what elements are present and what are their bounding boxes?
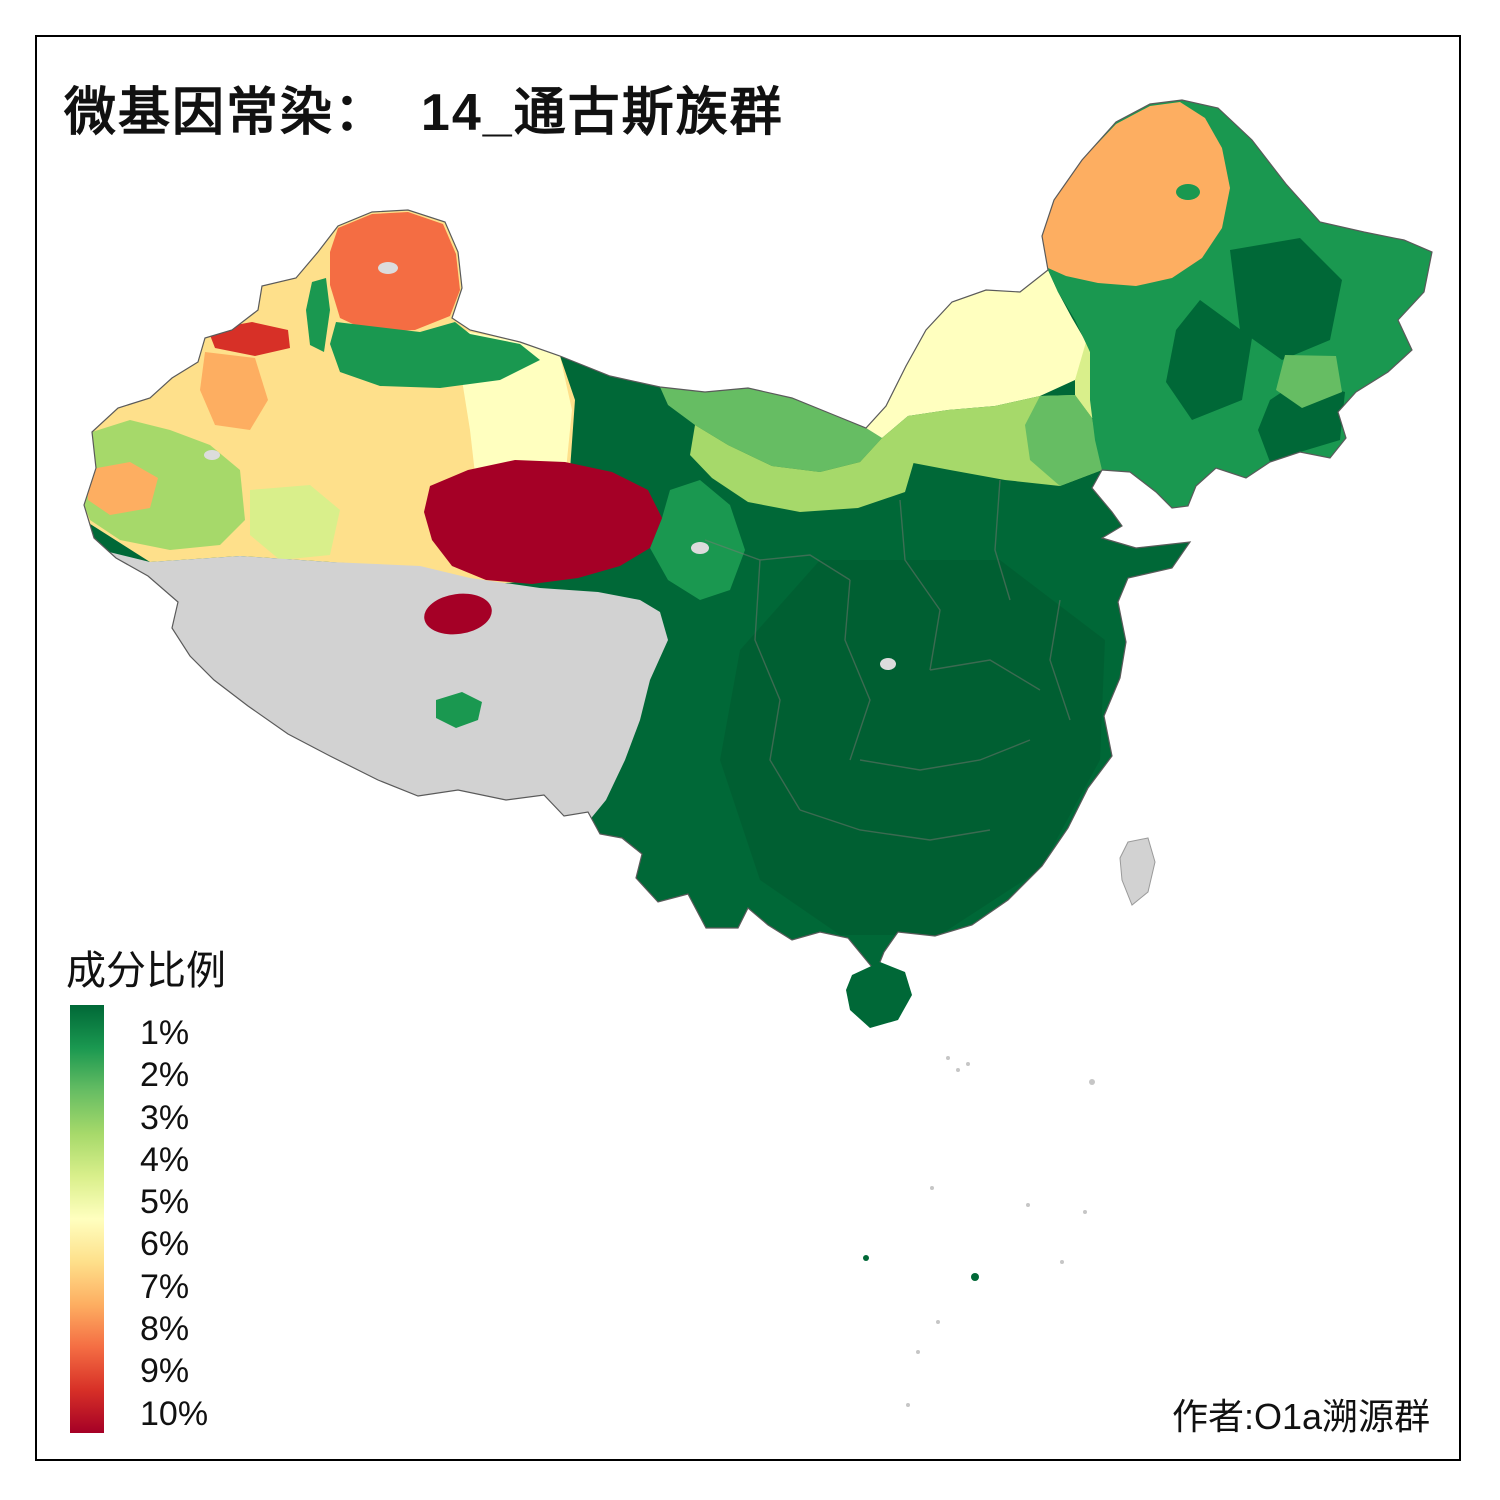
legend-label: 2% — [140, 1056, 190, 1095]
island-speck — [1026, 1203, 1030, 1207]
region-far-west-tan — [86, 462, 158, 515]
plot-frame — [35, 35, 1461, 1461]
island-speck — [1089, 1079, 1095, 1085]
legend-label: 8% — [140, 1310, 190, 1349]
province-borders — [704, 479, 1071, 841]
island-speck — [956, 1068, 960, 1072]
island-speck — [916, 1350, 920, 1354]
island-speck — [1060, 1260, 1064, 1264]
region-band-under-orange — [330, 322, 540, 388]
island-speck — [946, 1056, 950, 1060]
legend-label: 4% — [140, 1140, 190, 1179]
region-qinghai-small-enclave — [424, 593, 492, 635]
lake-speck — [204, 450, 220, 460]
region-south-xinjiang-yellowgreen — [250, 485, 340, 560]
island-speck — [936, 1320, 940, 1324]
legend-label: 10% — [140, 1394, 209, 1433]
islands — [846, 837, 1156, 1407]
island-speck — [1083, 1210, 1087, 1214]
region-north-china-medium — [1025, 395, 1102, 486]
legend-label: 3% — [140, 1098, 190, 1137]
region-northeast-dark-3 — [1258, 380, 1345, 462]
legend-title: 成分比例 — [66, 949, 226, 993]
region-northeast-dark-1 — [1230, 238, 1342, 360]
lake-speck — [691, 542, 709, 554]
region-southeast-shade — [720, 560, 1105, 935]
region-qinghai-highest — [424, 460, 662, 584]
island-speck — [930, 1186, 934, 1190]
legend-label: 1% — [140, 1014, 190, 1052]
legend-gradient-bar — [70, 1005, 104, 1433]
region-tibet-nodata — [84, 540, 668, 830]
island-taiwan — [1119, 837, 1156, 906]
lake-speck — [880, 658, 896, 670]
region-green-dot-in-orange — [1176, 184, 1200, 200]
region-qinghai-east-medium — [650, 480, 745, 600]
legend-label: 9% — [140, 1352, 190, 1391]
region-jilin-medium — [1276, 355, 1342, 408]
region-hulunbuir-orange — [1042, 102, 1230, 286]
island-hainan — [846, 962, 912, 1028]
region-tibet-green-enclave — [436, 692, 482, 728]
island-speck-green — [863, 1255, 869, 1261]
page-title: 微基因常染： 14_通古斯族群 — [64, 84, 784, 142]
legend-label: 6% — [140, 1225, 190, 1264]
china-outline — [83, 99, 1433, 974]
island-speck-green — [971, 1273, 979, 1281]
attribution: 作者:O1a溯源群 — [1171, 1396, 1430, 1437]
region-border-belt-light — [690, 425, 915, 512]
region-inner-mongolia-pale — [866, 270, 1090, 438]
region-border-belt-medium — [660, 387, 882, 472]
region-tan-below-spot — [200, 352, 268, 430]
lake-speck — [378, 262, 398, 274]
legend-labels: 1% 2% 3% 4% 5% 6% 7% 8% 9% 10% — [140, 1012, 208, 1435]
island-speck — [906, 1403, 910, 1407]
island-speck — [966, 1062, 970, 1066]
region-green-sliver — [306, 278, 330, 352]
region-west-xinjiang-lightgreen — [84, 420, 245, 550]
legend-label: 7% — [140, 1267, 190, 1306]
legend-label: 5% — [140, 1183, 190, 1222]
region-northeast-dark-2 — [1166, 300, 1252, 420]
